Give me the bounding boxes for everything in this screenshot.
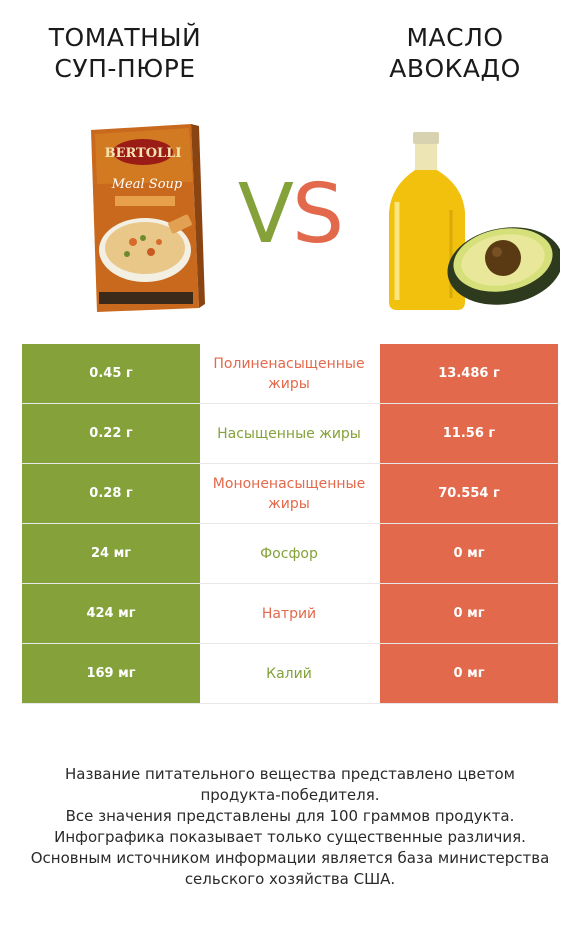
comparison-table: 0.45 г Полиненасыщенные жиры 13.486 г 0.22 …: [22, 344, 558, 704]
left-value: 169 мг: [22, 644, 200, 703]
vs-label: VS: [225, 160, 355, 270]
footnote-line-3: Все значения представлены для 100 граммо…: [65, 807, 515, 825]
right-value: 0 мг: [380, 644, 558, 703]
soup-subtitle-text: Meal Soup: [111, 177, 183, 192]
footnote-line-6: сельского хозяйства США.: [184, 870, 396, 888]
left-value: 24 мг: [22, 524, 200, 583]
nutrient-name: Насыщенные жиры: [217, 425, 361, 442]
tomato-soup-box-image: BERTOLLI Meal Soup: [91, 124, 205, 312]
left-product-title: ТОМАТНЫЙ СУП-ПЮРЕ: [5, 22, 245, 84]
vs-s-letter: S: [292, 167, 344, 262]
nutrient-name: Полиненасыщенные жиры: [213, 355, 365, 392]
left-value: 0.45 г: [22, 344, 200, 403]
left-title-line-2: СУП-ПЮРЕ: [54, 54, 196, 83]
right-value: 0 мг: [380, 584, 558, 643]
table-row: 169 мг Калий 0 мг: [22, 644, 558, 704]
table-row: 0.22 г Насыщенные жиры 11.56 г: [22, 404, 558, 464]
table-row: 0.28 г Мононенасыщенные жиры 70.554 г: [22, 464, 558, 524]
footnote-line-5: Основным источником информации является …: [30, 849, 550, 867]
left-value: 424 мг: [22, 584, 200, 643]
right-value: 70.554 г: [380, 464, 558, 523]
nutrient-name: Натрий: [261, 605, 317, 622]
vs-v-letter: V: [237, 167, 294, 262]
left-title-line-1: ТОМАТНЫЙ: [48, 23, 202, 52]
right-title-line-1: МАСЛО: [406, 23, 504, 52]
nutrient-name: Калий: [266, 665, 312, 682]
table-row: 424 мг Натрий 0 мг: [22, 584, 558, 644]
right-title-line-2: АВОКАДО: [389, 54, 521, 83]
right-product-title: МАСЛО АВОКАДО: [335, 22, 575, 84]
right-value: 0 мг: [380, 524, 558, 583]
footnote: Название питательного вещества представл…: [20, 764, 560, 890]
left-value: 0.22 г: [22, 404, 200, 463]
soup-brand-text: BERTOLLI: [105, 146, 182, 161]
footnote-line-1: Название питательного вещества представл…: [65, 765, 515, 783]
avocado-oil-image: [389, 132, 560, 310]
footnote-line-4: Инфографика показывает только существенн…: [54, 828, 526, 846]
table-row: 24 мг Фосфор 0 мг: [22, 524, 558, 584]
left-value: 0.28 г: [22, 464, 200, 523]
footnote-line-2: продукта-победителя.: [200, 786, 380, 804]
table-row: 0.45 г Полиненасыщенные жиры 13.486 г: [22, 344, 558, 404]
nutrient-name: Мононенасыщенные жиры: [212, 475, 366, 512]
nutrient-name: Фосфор: [260, 545, 318, 562]
right-value: 13.486 г: [380, 344, 558, 403]
right-value: 11.56 г: [380, 404, 558, 463]
